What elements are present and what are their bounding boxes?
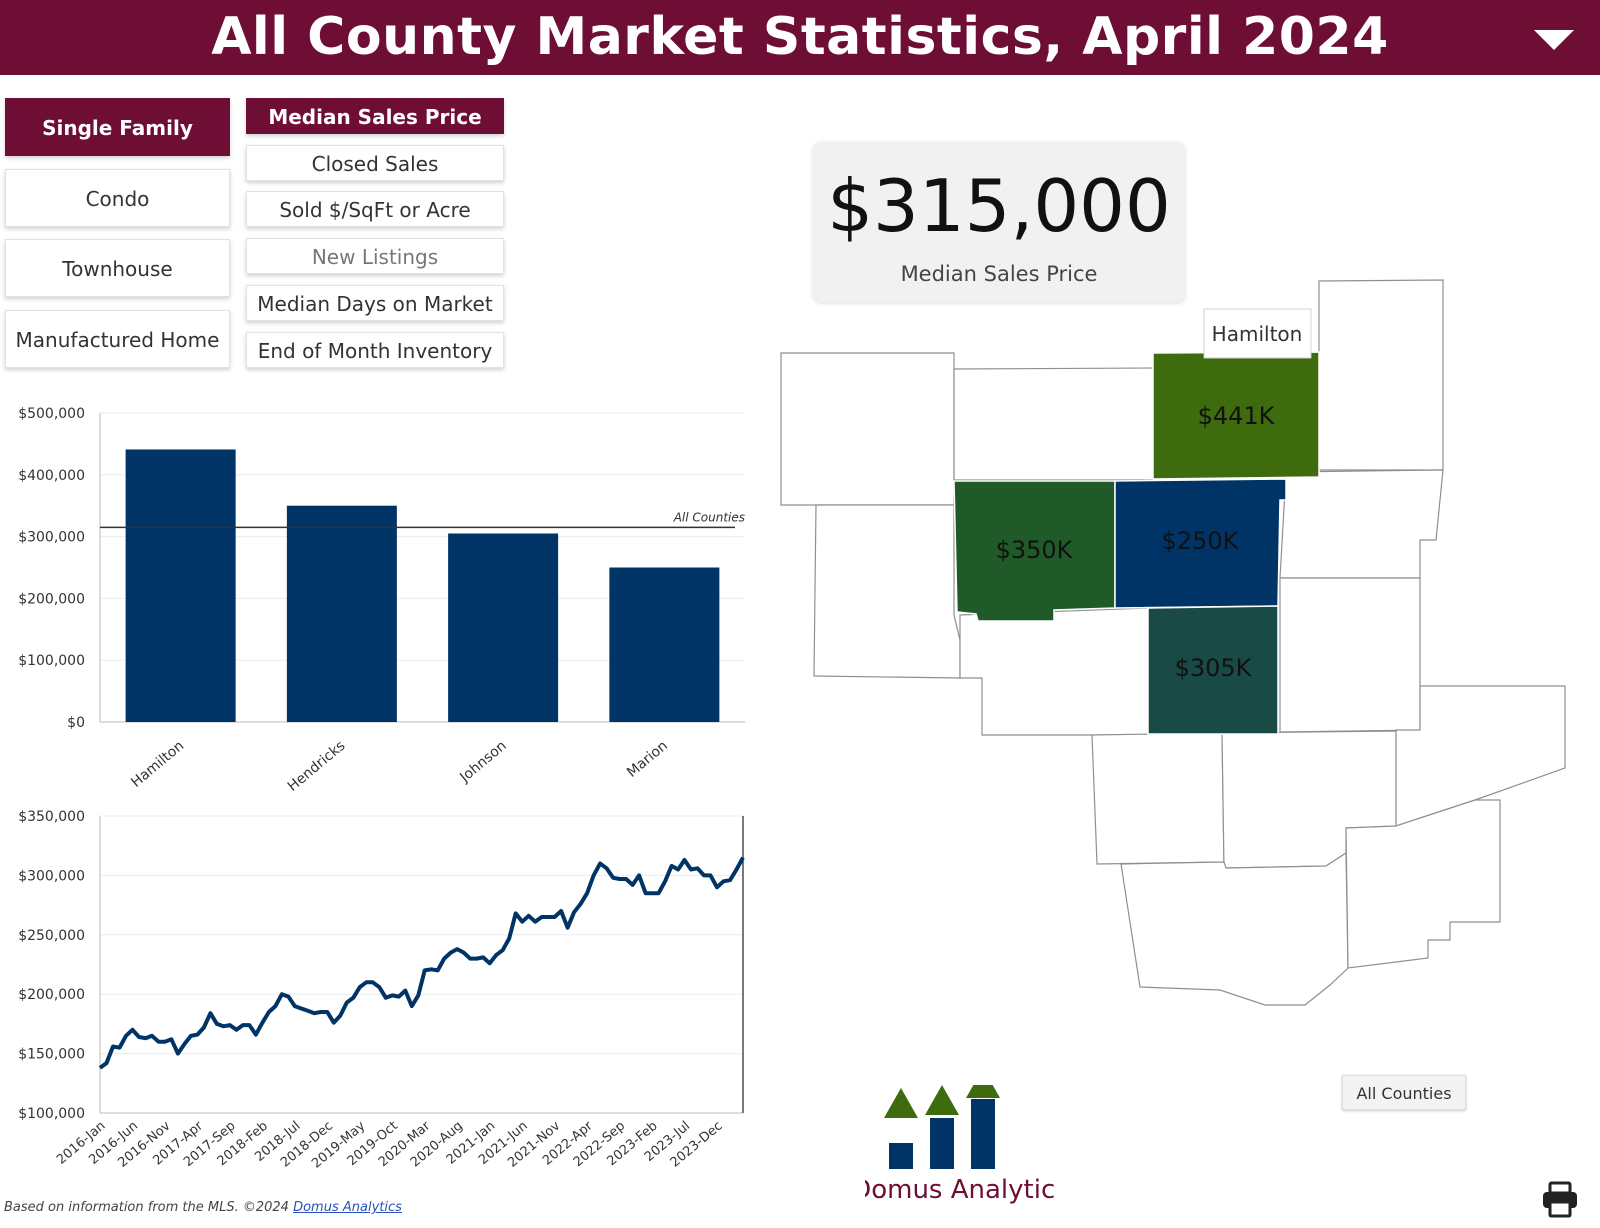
county-hancock[interactable]: [1279, 469, 1444, 579]
bar-johnson: [448, 533, 559, 722]
county-brown[interactable]: [1091, 732, 1225, 865]
bar-x-tick-label: Hendricks: [285, 738, 349, 795]
county-jackson[interactable]: [1120, 851, 1349, 1006]
metric-sold-per-sqft[interactable]: Sold $/SqFt or Acre: [246, 191, 504, 227]
line-y-tick-label: $150,000: [18, 1047, 85, 1063]
domus-analytics-logo: Domus Analytics: [865, 1085, 1055, 1205]
logo-arrow-3: [966, 1085, 1000, 1098]
bar-y-tick-label: $500,000: [18, 406, 85, 422]
line-y-tick-label: $300,000: [18, 868, 85, 884]
bar-x-tick-label: Hamilton: [128, 738, 187, 791]
footer-text: Based on information from the MLS. ©2024: [4, 1200, 294, 1215]
property-type-condo[interactable]: Condo: [5, 169, 230, 227]
bar-y-tick-label: $200,000: [18, 591, 85, 607]
county-north-central[interactable]: [953, 367, 1154, 481]
footer: Based on information from the MLS. ©2024…: [4, 1200, 402, 1215]
county-tipton-madison[interactable]: [1318, 279, 1444, 471]
page-title: All County Market Statistics, April 2024: [211, 7, 1389, 67]
county-morgan[interactable]: [959, 607, 1149, 736]
metric-end-of-month-inventory[interactable]: End of Month Inventory: [246, 332, 504, 368]
chevron-down-icon[interactable]: [1530, 22, 1578, 56]
county-bar-chart: $0 $100,000 $200,000 $300,000 $400,000 $500,0…: [18, 406, 745, 795]
logo-text: Domus Analytics: [865, 1175, 1055, 1205]
print-icon[interactable]: [1540, 1180, 1580, 1220]
line-y-tick-label: $100,000: [18, 1106, 85, 1122]
marion-value-label: $250K: [1162, 527, 1240, 555]
county-map: $441K $350K $250K $305K Hamilton: [780, 279, 1566, 1006]
bar-x-tick-label: Johnson: [456, 738, 509, 786]
map-tooltip: Hamilton: [1203, 308, 1312, 359]
bar-x-tick-label: Marion: [624, 738, 671, 781]
header-bar: [0, 0, 1600, 75]
logo-arrow-1: [884, 1088, 918, 1118]
line-y-tick-label: $350,000: [18, 809, 85, 825]
bar-y-tick-label: $400,000: [18, 468, 85, 484]
bar-y-tick-label: $300,000: [18, 530, 85, 546]
hendricks-value-label: $350K: [996, 536, 1074, 564]
property-type-townhouse[interactable]: Townhouse: [5, 239, 230, 297]
hamilton-value-label: $441K: [1198, 402, 1276, 430]
bar-y-tick-label: $0: [67, 715, 85, 731]
kpi-label: Median Sales Price: [900, 262, 1098, 286]
logo-bar-1: [889, 1143, 913, 1169]
kpi-card: $315,000 Median Sales Price: [813, 142, 1185, 302]
logo-bar-2: [930, 1118, 954, 1169]
logo-arrow-2: [925, 1085, 959, 1115]
logo-bar-3: [971, 1099, 995, 1169]
line-y-tick-label: $200,000: [18, 987, 85, 1003]
reference-line-label: All Counties: [673, 510, 745, 524]
property-type-single-family[interactable]: Single Family: [5, 98, 230, 156]
footer-link[interactable]: Domus Analytics: [293, 1200, 402, 1215]
bar-y-tick-label: $100,000: [18, 653, 85, 669]
all-counties-button[interactable]: All Counties: [1342, 1075, 1466, 1110]
county-boone[interactable]: [780, 352, 955, 506]
county-shelby[interactable]: [1279, 577, 1421, 733]
bar-marion: [609, 567, 720, 722]
metric-new-listings[interactable]: New Listings: [246, 238, 504, 274]
metric-closed-sales[interactable]: Closed Sales: [246, 145, 504, 181]
county-johnson[interactable]: [1147, 605, 1279, 735]
county-jennings[interactable]: [1345, 799, 1501, 969]
kpi-value: $315,000: [827, 164, 1171, 248]
property-type-manufactured-home[interactable]: Manufactured Home: [5, 310, 230, 368]
price-trend-line: [98, 856, 745, 1070]
price-trend-line-chart: $100,000 $150,000 $200,000 $250,000 $300,000…: [18, 809, 745, 1172]
line-y-tick-label: $250,000: [18, 928, 85, 944]
bar-hamilton: [125, 449, 236, 722]
bar-hendricks: [286, 505, 397, 722]
johnson-value-label: $305K: [1175, 654, 1253, 682]
metric-median-days-on-market[interactable]: Median Days on Market: [246, 285, 504, 321]
county-marion[interactable]: [1114, 478, 1287, 609]
metric-median-sales-price[interactable]: Median Sales Price: [246, 98, 504, 134]
map-tooltip-label: Hamilton: [1212, 322, 1303, 346]
county-putnam[interactable]: [813, 504, 961, 679]
